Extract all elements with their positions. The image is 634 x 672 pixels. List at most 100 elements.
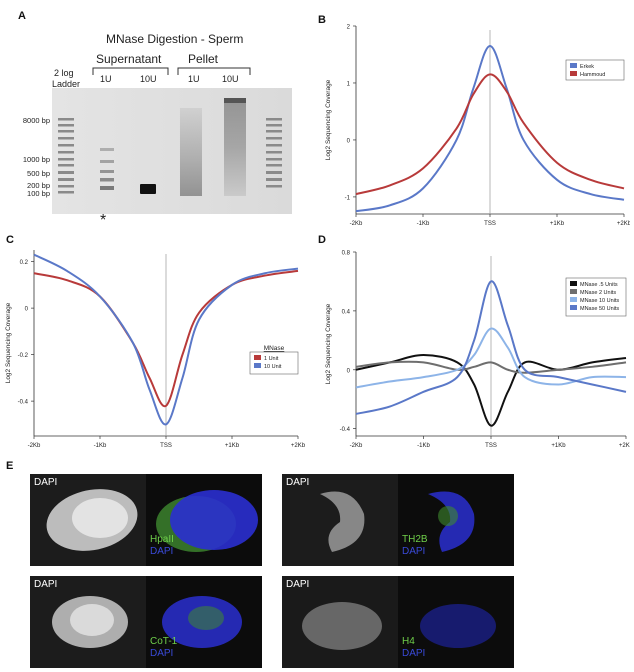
legend-swatch-0 — [570, 63, 577, 68]
chart-d: 0.8 0.4 0 -0.4 -2Kb -1Kb TSS +1Kb +2Kb Log2 Seque… — [325, 251, 630, 450]
x-tick-label: -2Kb — [350, 443, 363, 449]
x-tick-label: -2Kb — [28, 443, 41, 449]
legend-label-1: 10 Unit — [264, 364, 282, 370]
x-tick-label: TSS — [484, 221, 496, 227]
ladder-size-100: 100 bp — [27, 189, 50, 198]
y-tick-label: 0.2 — [20, 260, 29, 266]
y-tick-label: -0.2 — [18, 353, 29, 359]
x-tick-label: -1Kb — [94, 443, 107, 449]
y-axis-label: Log2 Sequencing Coverage — [325, 303, 332, 384]
legend-label-0: MNase .5 Units — [580, 282, 618, 288]
dapi-sub-label-1: DAPI — [150, 546, 174, 557]
y-tick-label: -1 — [345, 195, 351, 201]
legend-swatch-0 — [570, 281, 577, 286]
micro-merge-3: CoT-1 DAPI — [146, 576, 262, 668]
series-line-2 — [355, 327, 627, 389]
y-tick-label: 0 — [347, 368, 351, 374]
ladder-label-2: Ladder — [52, 79, 81, 89]
series-line-1 — [33, 253, 299, 426]
legend-label-1: Hammoud — [580, 72, 605, 78]
y-tick-label: 0 — [347, 138, 351, 144]
lane-unit-4: 10U — [222, 74, 239, 84]
supernatant-label: Supernatant — [96, 52, 162, 66]
legend-swatch-3 — [570, 305, 577, 310]
series-line-1 — [355, 73, 625, 196]
pellet-label: Pellet — [188, 52, 219, 66]
stain-label-3: CoT-1 — [150, 636, 178, 647]
x-tick-label: +1Kb — [551, 443, 566, 449]
ladder-size-8000: 8000 bp — [22, 116, 50, 125]
lane-unit-1: 1U — [100, 74, 112, 84]
series-line-0 — [355, 44, 625, 213]
dapi-sub-label-2: DAPI — [402, 546, 426, 557]
x-tick-label: TSS — [160, 443, 172, 449]
y-tick-label: 1 — [347, 81, 351, 87]
panel-c-letter: C — [6, 234, 14, 246]
dapi-label-3: DAPI — [34, 579, 58, 590]
x-tick-label: +2Kb — [617, 221, 630, 227]
y-tick-label: -0.4 — [18, 400, 29, 406]
ladder-size-200: 200 bp — [27, 181, 50, 190]
y-axis-label: Log2 Sequencing Coverage — [5, 302, 12, 383]
ladder-label-1: 2 log — [54, 68, 74, 78]
y-tick-label: 0.4 — [342, 309, 351, 315]
y-tick-label: -0.4 — [340, 427, 351, 433]
ladder-size-1000: 1000 bp — [22, 155, 50, 164]
lane-unit-3: 1U — [188, 74, 200, 84]
dapi-sub-label-4: DAPI — [402, 648, 426, 659]
dapi-label-1: DAPI — [34, 477, 58, 488]
stain-label-1: HpaII — [150, 534, 174, 545]
x-tick-label: TSS — [485, 443, 497, 449]
gel-image — [52, 88, 292, 214]
stain-label-4: H4 — [402, 636, 415, 647]
micro-merge-4: H4 DAPI — [398, 576, 514, 668]
legend-swatch-1 — [570, 71, 577, 76]
legend-label-0: Erkek — [580, 64, 594, 70]
asterisk-mark: * — [100, 212, 107, 229]
series-line-3 — [355, 280, 627, 415]
x-tick-label: +2Kb — [619, 443, 630, 449]
legend-box — [249, 351, 299, 375]
lane-unit-2: 10U — [140, 74, 157, 84]
series-line-1 — [355, 360, 627, 374]
legend-swatch-1 — [570, 289, 577, 294]
micro-dapi-4: DAPI — [282, 576, 398, 668]
stain-label-2: TH2B — [402, 534, 428, 545]
panel-a-letter: A — [18, 10, 26, 22]
y-tick-label: 2 — [347, 25, 351, 31]
x-tick-label: -2Kb — [350, 221, 363, 227]
x-tick-label: +2Kb — [291, 443, 306, 449]
x-tick-label: -1Kb — [417, 443, 430, 449]
x-tick-label: +1Kb — [550, 221, 565, 227]
micro-merge-1: HpaII DAPI — [146, 474, 262, 566]
legend-box — [565, 59, 625, 81]
gel-brackets — [92, 67, 251, 75]
y-tick-label: 0.8 — [342, 251, 351, 257]
micro-merge-2: TH2B DAPI — [398, 474, 514, 566]
micro-dapi-1: DAPI — [30, 474, 146, 566]
legend-label-1: MNase 2 Units — [580, 290, 616, 296]
panel-b-letter: B — [318, 14, 326, 26]
x-tick-label: +1Kb — [225, 443, 240, 449]
legend-swatch-0 — [254, 355, 261, 360]
panel-e-letter: E — [6, 460, 14, 472]
legend-swatch-2 — [570, 297, 577, 302]
micro-dapi-2: DAPI — [282, 474, 398, 566]
dapi-label-4: DAPI — [286, 579, 310, 590]
ladder-size-500: 500 bp — [27, 169, 50, 178]
y-tick-label: 0 — [25, 307, 29, 313]
chart-b: 2 1 0 -1 -2Kb -1Kb TSS +1Kb +2Kb Log2 Sequencing … — [325, 25, 630, 228]
dapi-sub-label-3: DAPI — [150, 648, 174, 659]
y-axis-label: Log2 Sequencing Coverage — [325, 79, 332, 160]
legend-swatch-1 — [254, 363, 261, 368]
legend-label-3: MNase 50 Units — [580, 306, 619, 312]
legend-label-2: MNase 10 Units — [580, 298, 619, 304]
legend-label-0: 1 Unit — [264, 356, 279, 362]
micro-dapi-3: DAPI — [30, 576, 146, 668]
x-tick-label: -1Kb — [417, 221, 430, 227]
chart-c: 0.2 0 -0.2 -0.4 -2Kb -1Kb TSS +1Kb +2Kb Log2 Sequ… — [5, 250, 306, 449]
legend-title: MNase — [264, 345, 285, 352]
panel-d-letter: D — [318, 234, 326, 246]
gel-title: MNase Digestion - Sperm — [106, 32, 244, 46]
dapi-label-2: DAPI — [286, 477, 310, 488]
